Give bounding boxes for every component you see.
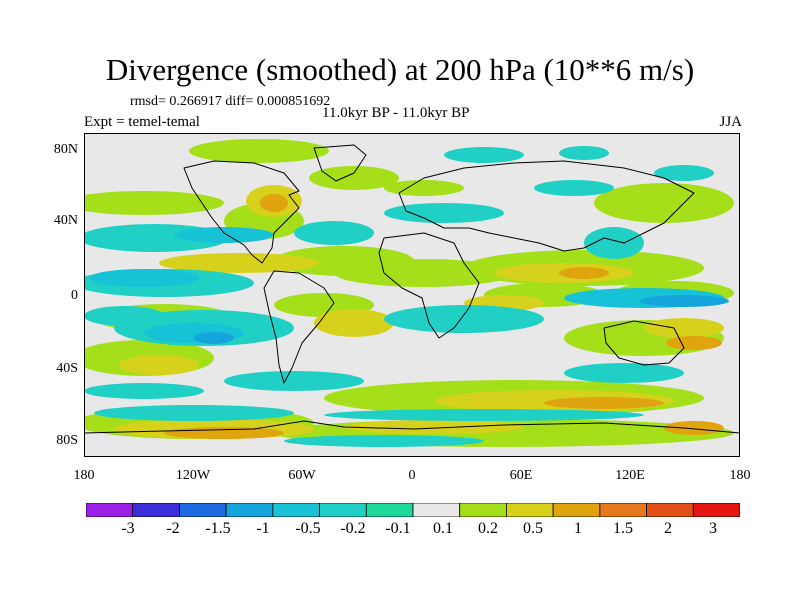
colorbar-label-1: -2 <box>166 520 180 537</box>
experiment-text: Expt = temel-temal <box>84 114 200 130</box>
season-text: JJA <box>719 114 742 130</box>
colorbar-label-12: 2 <box>664 520 672 537</box>
colorbar-swatch-12 <box>646 503 694 517</box>
lat-label-0: 0 <box>71 288 78 303</box>
coast-eurasia <box>398 160 695 252</box>
colorbar-swatch-0 <box>86 503 134 517</box>
map-frame <box>84 133 740 457</box>
colorbar <box>86 503 740 517</box>
coast-north-america <box>183 160 300 264</box>
lat-label-40s: 40S <box>56 361 78 376</box>
colorbar-label-13: 3 <box>709 520 717 537</box>
colorbar-label-4: -0.5 <box>295 520 321 537</box>
colorbar-label-5: -0.2 <box>340 520 366 537</box>
lat-label-80s: 80S <box>56 433 78 448</box>
lat-label-80n: 80N <box>53 142 78 157</box>
colorbar-swatch-10 <box>552 503 601 517</box>
coastlines <box>84 144 740 434</box>
colorbar-swatch-9 <box>506 503 554 517</box>
lon-label-180e: 180 <box>729 468 751 483</box>
colorbar-label-2: -1.5 <box>205 520 231 537</box>
colorbar-label-8: 0.2 <box>478 520 498 537</box>
stats-text: rmsd= 0.266917 diff= 0.000851692 <box>130 94 331 109</box>
colorbar-label-0: -3 <box>121 520 135 537</box>
coast-australia <box>603 320 685 366</box>
colorbar-swatch-4 <box>272 503 320 517</box>
lon-label-60e: 60E <box>509 468 533 483</box>
lon-label-180w: 180 <box>73 468 95 483</box>
colorbar-label-9: 0.5 <box>523 520 543 537</box>
coast-africa <box>378 232 480 339</box>
colorbar-swatch-8 <box>459 503 507 517</box>
coast-greenland <box>313 144 367 182</box>
colorbar-label-7: 0.1 <box>433 520 453 537</box>
contour-fill <box>84 139 734 447</box>
colorbar-swatch-13 <box>692 503 740 517</box>
colorbar-label-10: 1 <box>574 520 582 537</box>
lon-label-120e: 120E <box>615 468 645 483</box>
colorbar-swatch-2 <box>179 503 227 517</box>
lon-label-120w: 120W <box>175 468 211 483</box>
colorbar-swatch-6 <box>365 503 414 517</box>
lon-label-60w: 60W <box>288 468 316 483</box>
colorbar-label-6: -0.1 <box>385 520 411 537</box>
coast-antarctica <box>84 420 740 434</box>
colorbar-swatch-11 <box>599 503 647 517</box>
colorbar-swatch-5 <box>319 503 367 517</box>
colorbar-swatch-1 <box>132 503 180 517</box>
colorbar-swatch-3 <box>225 503 274 517</box>
divergence-map <box>84 133 740 457</box>
colorbar-swatch-7 <box>412 503 461 517</box>
coast-south-america <box>263 270 335 384</box>
colorbar-label-3: -1 <box>256 520 270 537</box>
period-text: 11.0kyr BP - 11.0kyr BP <box>322 105 470 121</box>
map-title: Divergence (smoothed) at 200 hPa (10**6 … <box>105 52 695 87</box>
colorbar-label-11: 1.5 <box>613 520 633 537</box>
lat-label-40n: 40N <box>53 213 78 228</box>
lon-label-0: 0 <box>408 468 416 483</box>
